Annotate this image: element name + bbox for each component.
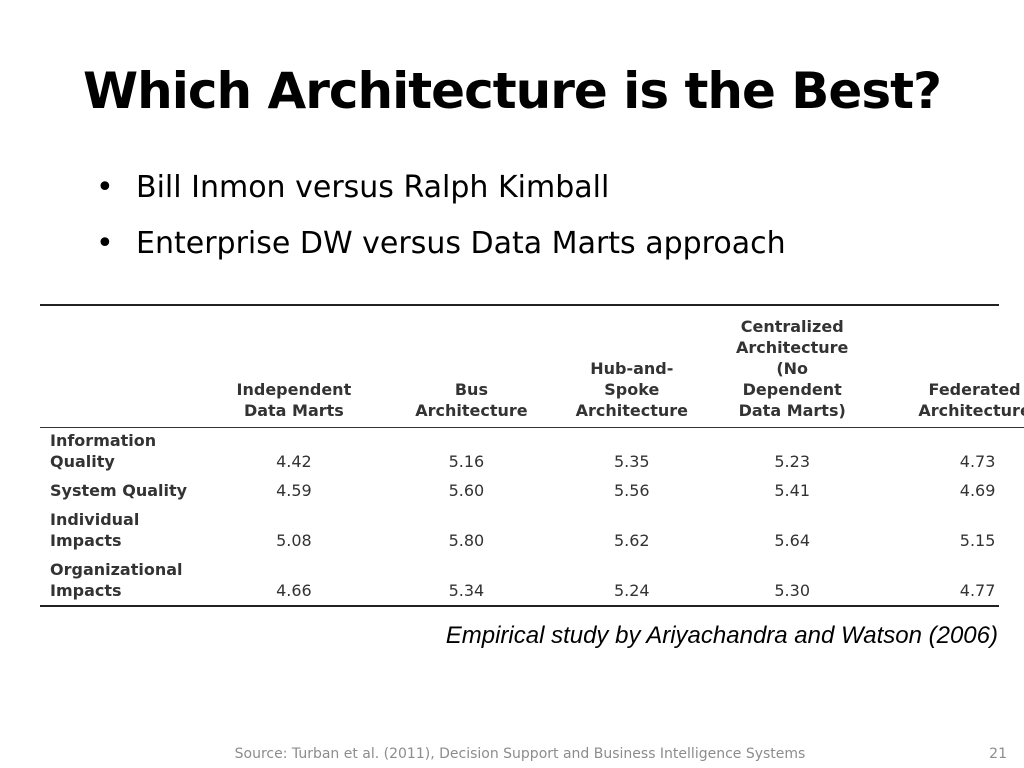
- bullet-item: • Bill Inmon versus Ralph Kimball: [96, 168, 786, 224]
- table-cell: 4.77: [959, 581, 996, 600]
- table-cell: 4.69: [959, 481, 996, 500]
- bullet-dot: •: [96, 170, 114, 205]
- source-footer: Source: Turban et al. (2011), Decision S…: [234, 746, 806, 762]
- table-header-cell: Hub-and-Spoke Architecture: [567, 306, 696, 428]
- table-cell: 5.30: [774, 581, 810, 600]
- bullet-text: Bill Inmon versus Ralph Kimball: [136, 170, 610, 205]
- bullet-item: • Enterprise DW versus Data Marts approa…: [96, 224, 786, 280]
- table-cell: 4.42: [276, 452, 312, 471]
- table-cell: 5.56: [613, 481, 650, 500]
- table-cell: 5.24: [613, 581, 650, 600]
- architecture-comparison-table: Independent Data Marts Bus Architecture …: [40, 304, 1024, 607]
- row-label: Individual Impacts: [50, 510, 140, 550]
- bullet-text: Enterprise DW versus Data Marts approach: [136, 226, 786, 261]
- table-cell: 5.23: [774, 452, 810, 471]
- table-row: Information Quality 4.42 5.16 5.35 5.23 …: [40, 428, 1024, 477]
- table-header-cell: Centralized Architecture (No Dependent D…: [696, 306, 889, 428]
- table-cell: 5.34: [448, 581, 485, 600]
- page-number: 21: [989, 746, 1007, 762]
- slide-title: Which Architecture is the Best?: [83, 62, 942, 120]
- table-cell: 5.41: [774, 481, 810, 500]
- table-cell: 5.15: [959, 531, 996, 550]
- table-row: Individual Impacts 5.08 5.80 5.62 5.64 5…: [40, 505, 1024, 555]
- table-cell: 5.80: [448, 531, 485, 550]
- table-header-cell: Independent Data Marts: [222, 306, 366, 428]
- table-header-cell: Federated Architecture: [888, 306, 1024, 428]
- table-row: System Quality 4.59 5.60 5.56 5.41 4.69: [40, 476, 1024, 505]
- bullet-list: • Bill Inmon versus Ralph Kimball • Ente…: [96, 168, 786, 280]
- table-cell: 5.64: [774, 531, 810, 550]
- table-cell: 4.66: [276, 581, 312, 600]
- bullet-dot: •: [96, 226, 114, 261]
- row-label: System Quality: [50, 481, 188, 500]
- table-header-row: Independent Data Marts Bus Architecture …: [40, 306, 1024, 428]
- row-label: Information Quality: [50, 431, 157, 471]
- table-cell: 4.73: [959, 452, 996, 471]
- table-row: Organizational Impacts 4.66 5.34 5.24 5.…: [40, 555, 1024, 605]
- table-cell: 5.08: [276, 531, 312, 550]
- table-cell: 5.16: [448, 452, 485, 471]
- table-header-cell: Bus Architecture: [365, 306, 568, 428]
- table-cell: 5.62: [613, 531, 650, 550]
- table-cell: 5.60: [448, 481, 485, 500]
- study-caption: Empirical study by Ariyachandra and Wats…: [445, 622, 998, 649]
- row-label: Organizational Impacts: [50, 560, 183, 600]
- table-cell: 5.35: [613, 452, 650, 471]
- table-cell: 4.59: [276, 481, 312, 500]
- table-header-cell: [40, 306, 223, 428]
